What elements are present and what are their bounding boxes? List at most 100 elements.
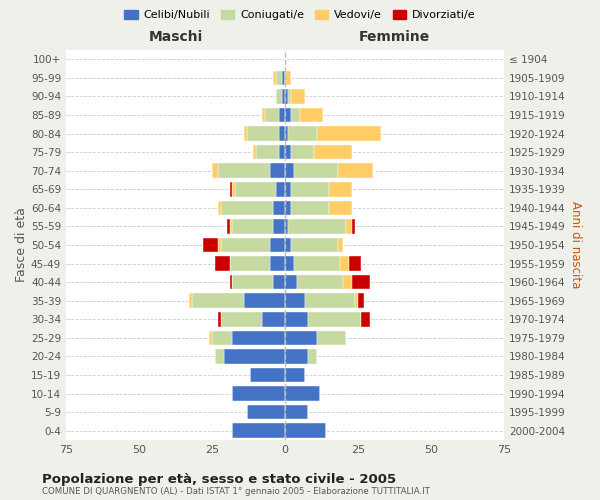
Bar <box>305 294 355 308</box>
Bar <box>279 108 285 122</box>
Bar <box>340 256 349 271</box>
Bar <box>250 368 285 382</box>
Bar <box>291 238 338 252</box>
Bar <box>285 126 288 141</box>
Bar <box>256 145 279 160</box>
Bar <box>274 275 285 289</box>
Bar <box>282 70 285 85</box>
Bar <box>285 386 320 401</box>
Bar <box>285 164 294 178</box>
Bar <box>358 294 364 308</box>
Bar <box>212 164 218 178</box>
Bar <box>232 330 285 345</box>
Bar <box>276 70 282 85</box>
Bar <box>343 275 352 289</box>
Bar <box>338 164 373 178</box>
Bar <box>317 126 382 141</box>
Bar <box>279 126 285 141</box>
Bar <box>262 312 285 326</box>
Bar <box>285 405 308 419</box>
Bar <box>247 126 279 141</box>
Bar <box>232 182 235 196</box>
Bar <box>285 330 317 345</box>
Bar <box>253 145 256 160</box>
Text: Femmine: Femmine <box>359 30 430 44</box>
Bar <box>218 164 271 178</box>
Bar <box>230 182 232 196</box>
Bar <box>230 275 232 289</box>
Bar <box>285 368 305 382</box>
Bar <box>232 275 274 289</box>
Bar <box>291 145 314 160</box>
Bar <box>285 89 288 104</box>
Bar <box>244 294 285 308</box>
Bar <box>329 182 352 196</box>
Bar <box>288 219 346 234</box>
Bar <box>209 330 212 345</box>
Bar <box>276 182 285 196</box>
Bar <box>218 200 221 215</box>
Bar <box>291 89 305 104</box>
Bar <box>285 349 308 364</box>
Bar <box>271 238 285 252</box>
Bar <box>221 312 262 326</box>
Bar <box>271 164 285 178</box>
Bar <box>291 182 329 196</box>
Bar <box>274 219 285 234</box>
Bar <box>308 349 317 364</box>
Bar <box>235 182 276 196</box>
Bar <box>221 238 271 252</box>
Bar <box>274 200 285 215</box>
Bar <box>288 89 291 104</box>
Bar <box>338 238 343 252</box>
Legend: Celibi/Nubili, Coniugati/e, Vedovi/e, Divorziati/e: Celibi/Nubili, Coniugati/e, Vedovi/e, Di… <box>120 6 480 25</box>
Bar <box>203 238 218 252</box>
Bar <box>317 330 346 345</box>
Bar <box>285 312 308 326</box>
Bar <box>215 256 230 271</box>
Bar <box>329 200 352 215</box>
Bar <box>285 238 291 252</box>
Bar <box>230 219 232 234</box>
Text: Maschi: Maschi <box>148 30 203 44</box>
Bar <box>227 219 230 234</box>
Bar <box>276 89 282 104</box>
Bar <box>232 424 285 438</box>
Bar <box>285 424 326 438</box>
Bar <box>279 145 285 160</box>
Bar <box>265 108 279 122</box>
Bar <box>247 405 285 419</box>
Bar <box>291 108 299 122</box>
Bar <box>285 108 291 122</box>
Y-axis label: Anni di nascita: Anni di nascita <box>569 202 582 288</box>
Bar <box>355 294 358 308</box>
Bar <box>188 294 191 308</box>
Bar <box>285 275 296 289</box>
Bar <box>224 349 285 364</box>
Bar <box>271 256 285 271</box>
Bar <box>291 200 329 215</box>
Bar <box>230 256 271 271</box>
Text: Popolazione per età, sesso e stato civile - 2005: Popolazione per età, sesso e stato civil… <box>42 472 396 486</box>
Bar <box>294 256 340 271</box>
Bar <box>296 275 343 289</box>
Y-axis label: Fasce di età: Fasce di età <box>15 208 28 282</box>
Bar <box>232 219 274 234</box>
Bar <box>244 126 247 141</box>
Bar <box>191 294 244 308</box>
Bar <box>361 312 370 326</box>
Bar <box>352 275 370 289</box>
Bar <box>346 219 352 234</box>
Bar <box>285 219 288 234</box>
Bar <box>314 145 352 160</box>
Bar <box>352 219 355 234</box>
Bar <box>285 182 291 196</box>
Bar <box>308 312 361 326</box>
Bar <box>282 89 285 104</box>
Bar <box>285 70 291 85</box>
Bar <box>349 256 361 271</box>
Bar <box>299 108 323 122</box>
Bar <box>218 238 221 252</box>
Bar <box>215 349 224 364</box>
Bar <box>285 200 291 215</box>
